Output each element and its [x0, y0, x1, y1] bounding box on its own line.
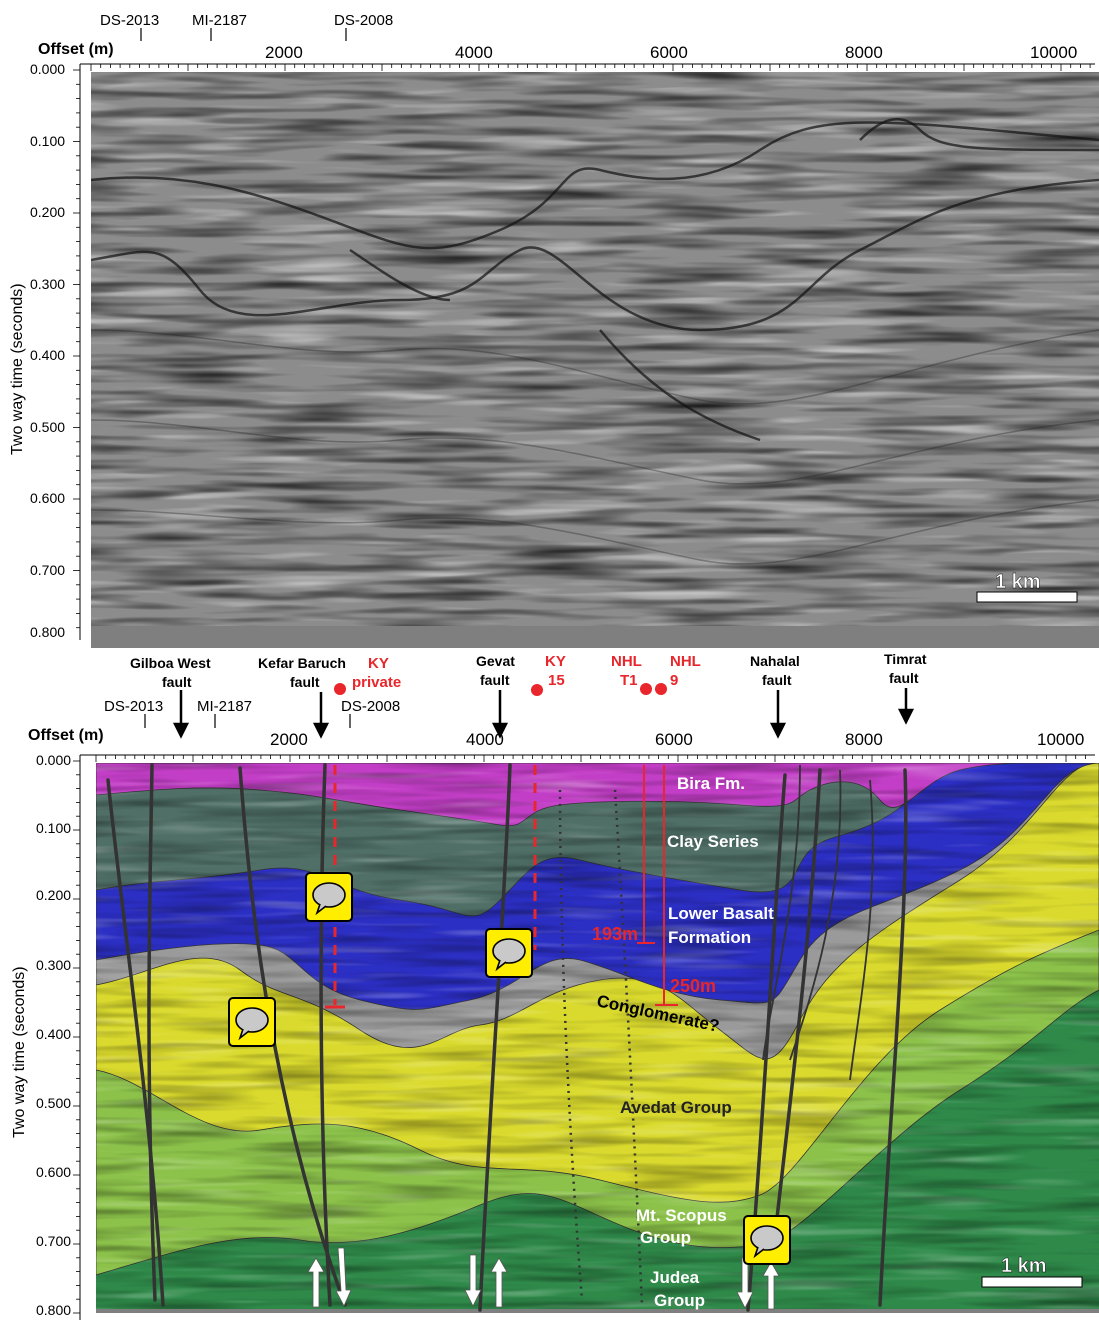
top-offset-label: Offset (m) [38, 41, 114, 58]
unit-label-judea: Judea [650, 1268, 700, 1287]
top-x-tick-8000: 8000 [845, 43, 883, 62]
borehole-nhl-t1: NHL [611, 653, 642, 670]
bottom-y-tick-4: 0.400 [36, 1026, 71, 1042]
top-well-markers: DS-2013 MI-2187 DS-2008 [100, 12, 393, 41]
borehole-ky-15-2: 15 [548, 672, 565, 689]
inferred-faults [558, 789, 644, 1306]
top-y-axis: 0.000 0.100 0.200 0.300 0.400 0.500 0.60… [9, 61, 81, 640]
well-label-ds-2013: DS-2013 [100, 12, 159, 29]
borehole-nhl-9: NHL [670, 653, 701, 670]
bottom-y-tick-3: 0.300 [36, 957, 71, 973]
fault-label-timrat: Timrat [884, 651, 927, 667]
unit-label-clay-series: Clay Series [667, 832, 759, 851]
borehole-nhl-9-2: 9 [670, 672, 678, 689]
bottom-scale-bar: 1 km [981, 1255, 1083, 1288]
top-x-axis: 2000 4000 6000 8000 10000 [80, 43, 1095, 71]
bottom-y-tick-2: 0.200 [36, 887, 71, 903]
bottom-x-axis: 2000 4000 6000 8000 10000 [80, 730, 1095, 762]
bottom-y-tick-7: 0.700 [36, 1233, 71, 1249]
bottom-well-label-mi-2187: MI-2187 [197, 698, 252, 715]
borehole-ky-private: KY [368, 655, 389, 672]
unit-label-lower-basalt: Lower Basalt [668, 904, 774, 923]
comment-icons [228, 872, 791, 1265]
comment-icon[interactable] [305, 872, 353, 922]
top-y-tick-8: 0.800 [30, 624, 65, 640]
borehole-ky-15: KY [545, 653, 566, 670]
fault-lines [106, 763, 908, 1312]
comment-icon[interactable] [228, 997, 276, 1047]
fault-label-kefar-baruch: Kefar Baruch [258, 655, 346, 671]
top-x-tick-10000: 10000 [1030, 43, 1077, 62]
comment-icon[interactable] [743, 1215, 791, 1265]
bottom-scale-bar-label: 1 km [1001, 1255, 1047, 1277]
top-y-tick-4: 0.400 [30, 347, 65, 363]
bottom-panel: Gilboa West fault Kefar Baruch fault Gev… [11, 651, 1099, 1320]
slip-arrows [307, 1247, 780, 1310]
top-x-tick-4000: 4000 [455, 43, 493, 62]
fault-label-gilboa-west: Gilboa West [130, 655, 211, 671]
top-scale-bar-label: 1 km [995, 571, 1041, 593]
borehole-projections [325, 765, 678, 1009]
borehole-labels: KY private KY 15 NHL T1 NHL 9 [334, 653, 701, 696]
bottom-well-label-ds-2008: DS-2008 [341, 698, 400, 715]
bottom-y-tick-1: 0.100 [36, 820, 71, 836]
well-label-mi-2187: MI-2187 [192, 12, 247, 29]
fault-label-nahalal: Nahalal [750, 653, 800, 669]
bottom-x-tick-10000: 10000 [1037, 730, 1084, 749]
bottom-x-tick-8000: 8000 [845, 730, 883, 749]
bottom-y-tick-6: 0.600 [36, 1164, 71, 1180]
unit-label-bira: Bira Fm. [677, 774, 745, 793]
top-scale-bar: 1 km [976, 571, 1078, 603]
top-y-tick-0: 0.000 [30, 61, 65, 77]
depth-label-250m: 250m [670, 976, 716, 996]
unit-labels: Bira Fm. Clay Series Lower Basalt Format… [592, 774, 774, 1310]
borehole-ky-private-2: private [352, 674, 401, 691]
top-y-tick-7: 0.700 [30, 562, 65, 578]
unit-label-avedat: Avedat Group [620, 1098, 732, 1117]
bottom-well-markers: DS-2013 MI-2187 DS-2008 [104, 698, 400, 728]
bottom-y-axis: 0.000 0.100 0.200 0.300 0.400 0.500 0.60… [11, 752, 81, 1320]
top-seismic-section [91, 72, 1099, 648]
depth-label-193m: 193m [592, 924, 638, 944]
top-y-tick-2: 0.200 [30, 204, 65, 220]
top-y-tick-1: 0.100 [30, 133, 65, 149]
borehole-nhl-t1-2: T1 [620, 672, 638, 689]
fault-label-timrat-2: fault [889, 670, 919, 686]
top-y-tick-6: 0.600 [30, 490, 65, 506]
minor-faults [762, 764, 874, 1081]
top-y-tick-3: 0.300 [30, 276, 65, 292]
fault-label-nahalal-2: fault [762, 672, 792, 688]
fault-label-gevat-2: fault [480, 672, 510, 688]
well-label-ds-2008: DS-2008 [334, 12, 393, 29]
unit-label-mt-scopus-group: Group [640, 1228, 691, 1247]
bottom-x-tick-6000: 6000 [655, 730, 693, 749]
fault-label-gevat: Gevat [476, 653, 515, 669]
top-y-tick-5: 0.500 [30, 419, 65, 435]
top-panel: DS-2013 MI-2187 DS-2008 Offset (m) 2000 … [9, 12, 1099, 648]
unit-label-judea-group: Group [654, 1291, 705, 1310]
top-x-tick-6000: 6000 [650, 43, 688, 62]
bottom-well-label-ds-2013: DS-2013 [104, 698, 163, 715]
bottom-y-axis-label: Two way time (seconds) [11, 966, 28, 1138]
unit-label-formation: Formation [668, 928, 751, 947]
bottom-x-tick-4000: 4000 [466, 730, 504, 749]
bottom-y-tick-8: 0.800 [36, 1302, 71, 1318]
fault-label-gilboa-west-2: fault [162, 674, 192, 690]
top-y-axis-label: Two way time (seconds) [9, 283, 26, 455]
top-x-tick-2000: 2000 [265, 43, 303, 62]
bottom-offset-label: Offset (m) [28, 727, 104, 744]
comment-icon[interactable] [485, 928, 533, 978]
bottom-x-tick-2000: 2000 [270, 730, 308, 749]
fault-labels: Gilboa West fault Kefar Baruch fault Gev… [130, 651, 927, 739]
unit-label-mt-scopus: Mt. Scopus [636, 1206, 727, 1225]
bottom-y-tick-0: 0.000 [36, 752, 71, 768]
bottom-y-tick-5: 0.500 [36, 1095, 71, 1111]
fault-label-kefar-baruch-2: fault [290, 674, 320, 690]
